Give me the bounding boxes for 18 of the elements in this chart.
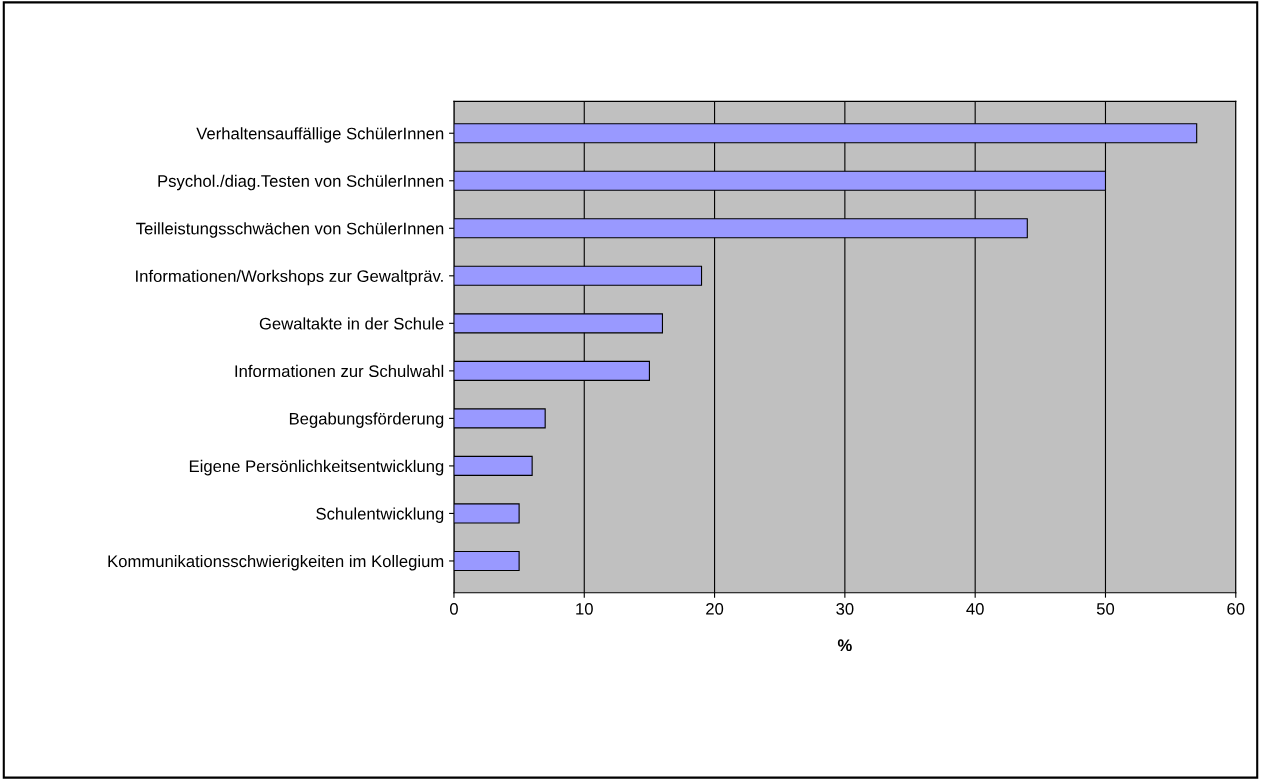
- y-tick-label: Verhaltensauffällige SchülerInnen: [196, 127, 444, 143]
- y-tick-label: Teilleistungsschwächen von SchülerInnen: [136, 222, 444, 238]
- x-tick-label: 50: [1096, 602, 1115, 615]
- y-tick-label: Schulentwicklung: [316, 507, 444, 523]
- y-tick-label: Psychol./diag.Testen von SchülerInnen: [158, 174, 444, 191]
- x-tick-label: 30: [836, 602, 854, 615]
- y-tick-label: Informationen zur Schulwahl: [235, 364, 444, 378]
- x-tick-label: 0: [449, 602, 458, 615]
- x-tick-label: 60: [1227, 602, 1245, 615]
- y-tick-label: Eigene Persönlichkeitsentwicklung: [189, 459, 444, 476]
- y-tick-label: Kommunikationsschwierigkeiten im Kollegium: [108, 554, 444, 571]
- x-tick-label: 10: [576, 602, 593, 615]
- y-tick-label: Gewaltakte in der Schule: [259, 317, 444, 330]
- x-tick-label: 20: [706, 602, 724, 615]
- x-tick-label: 40: [966, 602, 984, 615]
- x-axis-title: %: [837, 639, 852, 652]
- y-tick-label: Begabungsförderung: [289, 412, 444, 428]
- y-tick-label: Informationen/Workshops zur Gewaltpräv.: [136, 269, 443, 286]
